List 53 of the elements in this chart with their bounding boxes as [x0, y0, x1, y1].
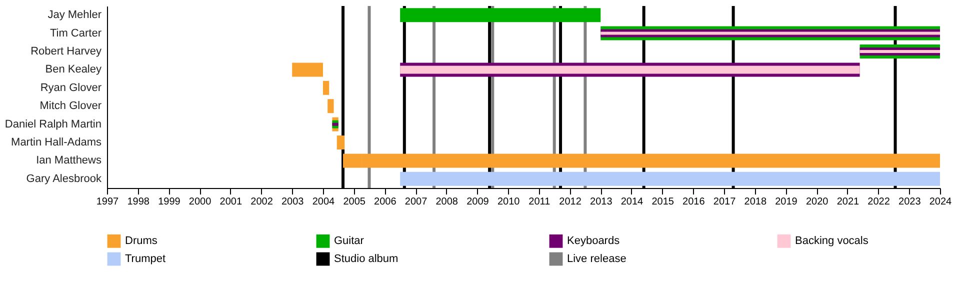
x-tick-label: 2009 [466, 196, 490, 208]
bar [336, 136, 345, 150]
y-tick-label: Martin Hall-Adams [11, 136, 102, 148]
x-tick-label: 2016 [682, 196, 706, 208]
y-tick-label: Ben Kealey [45, 64, 102, 76]
x-tick-label: 2014 [620, 196, 644, 208]
legend-label: Live release [567, 253, 626, 265]
x-tick-label: 2019 [775, 196, 798, 208]
y-tick-label: Robert Harvey [30, 46, 102, 58]
x-tick-label: 2011 [528, 196, 551, 208]
x-tick-label: 2022 [868, 196, 890, 208]
y-tick-label: Gary Alesbrook [26, 172, 102, 185]
x-tick-label: 2001 [220, 196, 242, 208]
x-tick-label: 2007 [404, 196, 428, 208]
x-tick-label: 2000 [188, 196, 212, 208]
x-tick-label: 2004 [312, 196, 336, 208]
legend-label: Drums [125, 235, 158, 248]
x-tick-label: 2010 [497, 196, 520, 208]
x-tick-label: 2018 [744, 196, 767, 208]
bar [292, 62, 323, 77]
x-tick-label: 2023 [898, 196, 922, 208]
x-tick-label: 2013 [590, 196, 613, 208]
bar [400, 172, 940, 186]
legend-label: Backing vocals [795, 235, 869, 248]
x-tick-label: 2006 [374, 196, 397, 208]
x-tick-label: 2002 [250, 196, 274, 208]
x-tick-label: 2020 [806, 196, 829, 208]
bar [328, 99, 334, 114]
x-tick-label: 1997 [96, 196, 120, 208]
legend-label: Trumpet [125, 253, 166, 265]
y-tick-label: Tim Carter [50, 27, 102, 40]
x-tick-label: 1999 [158, 196, 181, 208]
x-tick-label: 2005 [343, 196, 366, 208]
bar [322, 80, 330, 95]
y-tick-label: Ian Matthews [36, 154, 102, 167]
x-tick-label: 2008 [436, 196, 458, 208]
bar [400, 8, 601, 22]
x-tick-label: 2021 [836, 196, 860, 208]
y-tick-label: Ryan Glover [40, 82, 102, 94]
y-tick-label: Daniel Ralph Martin [4, 118, 102, 130]
legend-label: Keyboards [567, 235, 620, 248]
y-tick-label: Mitch Glover [40, 100, 102, 112]
x-tick-label: 2003 [281, 196, 304, 208]
legend-label: Studio album [334, 253, 398, 265]
x-tick-label: 2024 [929, 196, 952, 208]
legend-label: Guitar [334, 235, 364, 248]
x-tick-label: 1998 [127, 196, 150, 208]
y-tick-label: Jay Mehler [48, 9, 102, 22]
x-tick-label: 2015 [652, 196, 674, 208]
x-tick-label: 2017 [713, 196, 736, 208]
bar [860, 50, 940, 53]
bar [600, 32, 940, 35]
x-tick-label: 2012 [559, 196, 582, 208]
